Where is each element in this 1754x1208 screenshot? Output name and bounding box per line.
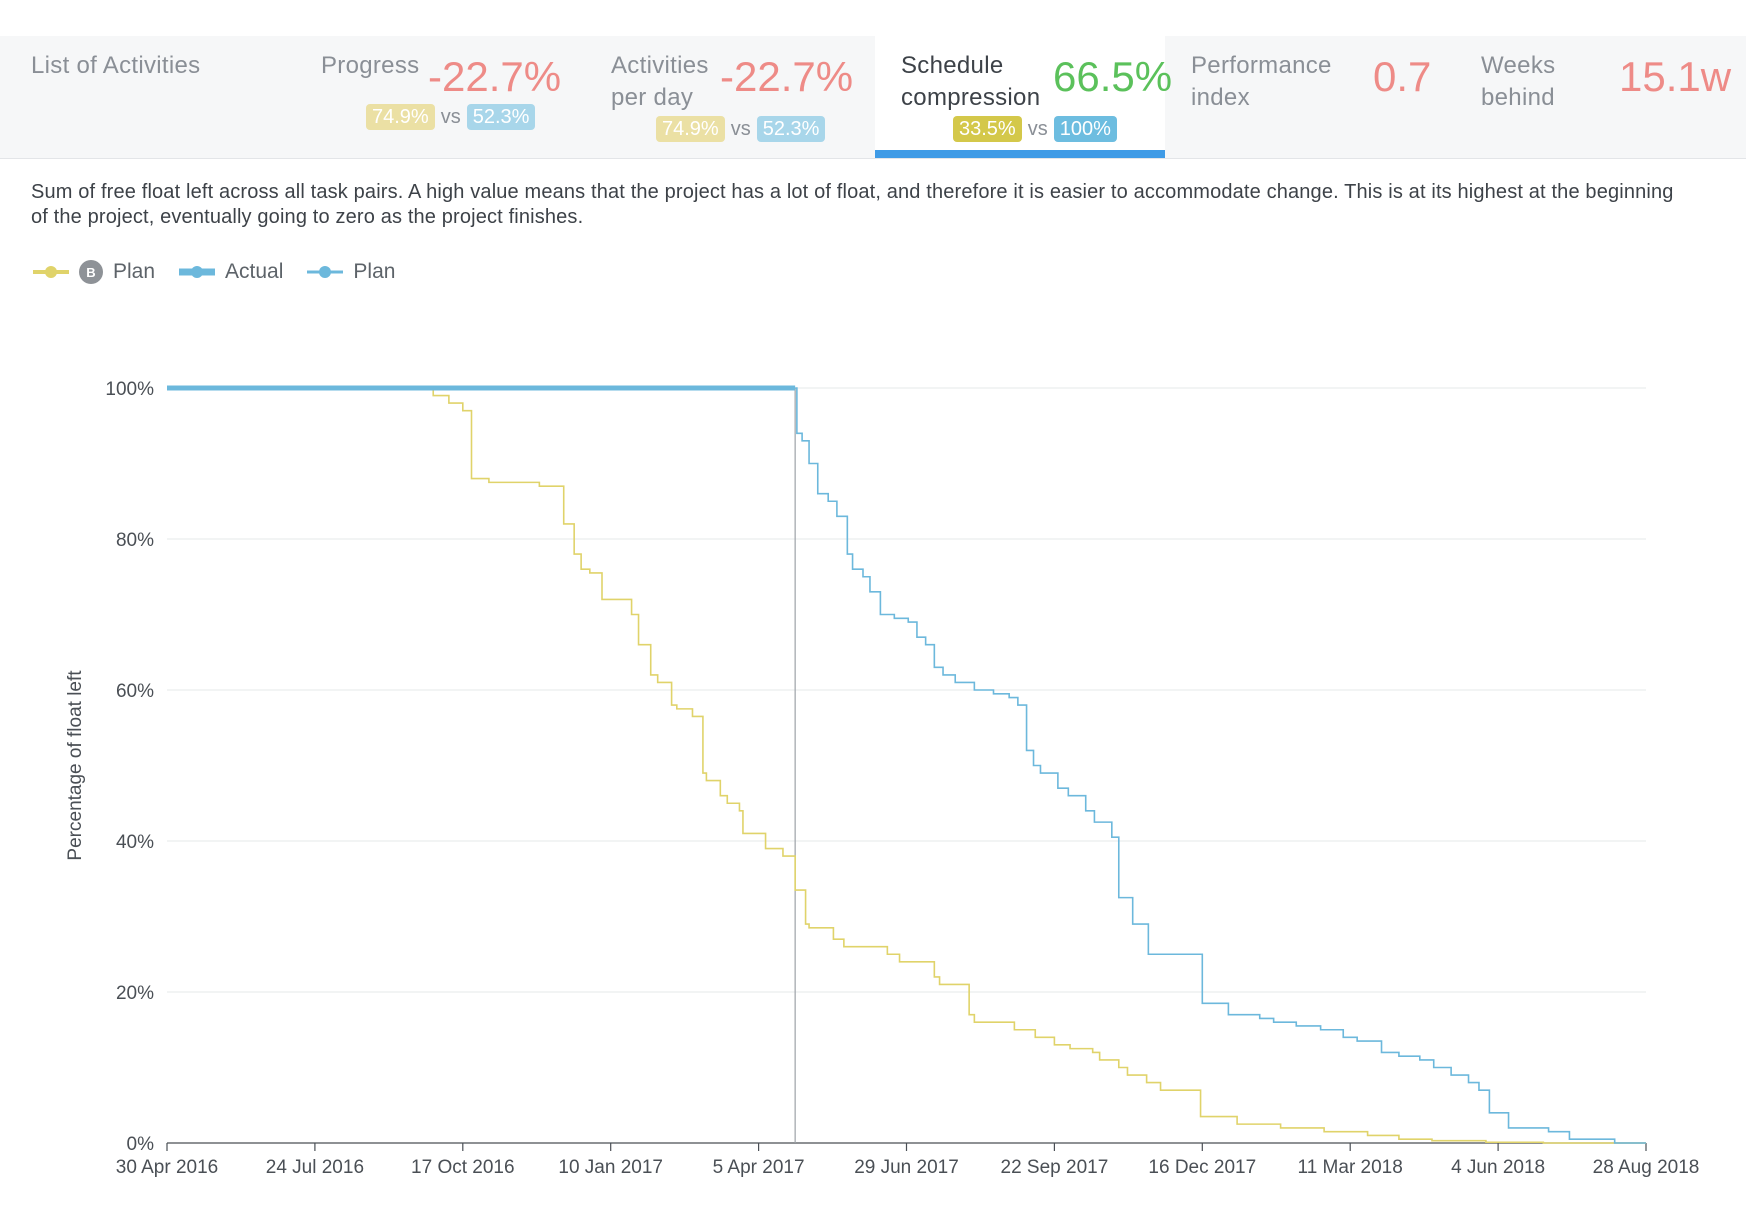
x-tick-label: 29 Jun 2017 <box>854 1157 959 1178</box>
grid-lines <box>167 387 1646 993</box>
plan-line-icon <box>307 266 344 278</box>
metrics-tab-bar: List of Activities Progress -22.7% 74.9%… <box>0 36 1746 159</box>
current-chip: 52.3% <box>756 116 826 142</box>
tab-schedule-compression[interactable]: Schedule compression 66.5% 33.5% vs 100% <box>875 36 1172 158</box>
activities-per-day-value: -22.7% <box>720 53 854 100</box>
x-tick-label: 17 Oct 2016 <box>411 1157 515 1178</box>
actual-line-icon <box>179 266 216 278</box>
tab-list-of-activities[interactable]: List of Activities <box>0 36 290 158</box>
chart-series <box>167 385 1646 1144</box>
y-axis-ticks: 0% 20% 40% 60% 80% 100% <box>105 379 154 1155</box>
baseline-plan-line-icon <box>33 266 69 278</box>
tab-label: Progress <box>321 52 420 79</box>
baseline-chip: 74.9% <box>656 116 725 142</box>
tab-label-line1: Schedule <box>901 52 1004 79</box>
tab-label-line2: per day <box>611 84 694 111</box>
y-tick-label: 40% <box>116 832 154 853</box>
tab-label-line2: behind <box>1481 84 1555 111</box>
float-left-chart: 0% 20% 40% 60% 80% 100% 30 Apr 2016 24 Jul 201… <box>65 379 1700 1178</box>
x-tick-label: 22 Sep 2017 <box>1001 1157 1109 1178</box>
legend-item-baseline-plan[interactable]: B Plan <box>31 260 155 284</box>
current-chip: 52.3% <box>466 104 536 130</box>
y-tick-label: 80% <box>116 530 154 551</box>
x-tick-label: 30 Apr 2016 <box>116 1157 218 1178</box>
legend-item-plan[interactable]: Plan <box>305 260 395 284</box>
schedule-compression-comparison: 33.5% vs 100% <box>953 116 1117 142</box>
tab-activities-per-day[interactable]: Activities per day -22.7% 74.9% vs 52.3% <box>580 36 870 158</box>
y-tick-label: 60% <box>116 681 154 702</box>
tab-progress[interactable]: Progress -22.7% 74.9% vs 52.3% <box>290 36 580 158</box>
schedule-compression-value: 66.5% <box>1053 53 1173 100</box>
x-tick-label: 10 Jan 2017 <box>558 1157 663 1178</box>
x-tick-label: 16 Dec 2017 <box>1148 1157 1256 1178</box>
baseline-chip: 33.5% <box>953 116 1022 142</box>
legend-label: Actual <box>225 260 284 283</box>
y-tick-label: 0% <box>127 1134 155 1155</box>
performance-index-value: 0.7 <box>1373 53 1432 100</box>
vs-label: vs <box>440 106 461 128</box>
x-tick-label: 28 Aug 2018 <box>1593 1157 1700 1178</box>
legend-label: Plan <box>113 260 156 283</box>
chart-description: Sum of free float left across all task p… <box>31 181 1674 228</box>
x-tick-label: 5 Apr 2017 <box>713 1157 805 1178</box>
legend-label: Plan <box>353 260 396 283</box>
progress-comparison: 74.9% vs 52.3% <box>366 104 536 130</box>
baseline-chip: 74.9% <box>366 104 435 130</box>
current-chip: 100% <box>1053 116 1117 142</box>
legend-item-actual[interactable]: Actual <box>177 260 283 284</box>
tab-weeks-behind[interactable]: Weeks behind 15.1w <box>1455 36 1746 158</box>
tab-performance-index[interactable]: Performance index 0.7 <box>1165 36 1455 158</box>
x-axis: 30 Apr 2016 24 Jul 2016 17 Oct 2016 10 Jan … <box>116 1142 1700 1178</box>
weeks-behind-value: 15.1w <box>1619 53 1732 100</box>
x-tick-label: 11 Mar 2018 <box>1298 1157 1403 1178</box>
y-tick-label: 100% <box>105 379 154 400</box>
tab-label-line2: index <box>1191 84 1250 111</box>
series-line-plan-baseline[interactable] <box>167 387 1646 1144</box>
tab-label: List of Activities <box>31 52 201 79</box>
x-tick-label: 4 Jun 2018 <box>1451 1157 1545 1178</box>
x-tick-label: 24 Jul 2016 <box>266 1157 364 1178</box>
y-axis-label: Percentage of float left <box>65 670 86 861</box>
vs-label: vs <box>1027 118 1048 140</box>
tab-label-line1: Weeks <box>1481 52 1556 79</box>
baseline-badge: B <box>79 260 103 284</box>
progress-value: -22.7% <box>428 53 562 100</box>
tab-label-line1: Activities <box>611 52 709 79</box>
y-tick-label: 20% <box>116 983 154 1004</box>
tab-label-line1: Performance <box>1191 52 1332 79</box>
vs-label: vs <box>730 118 751 140</box>
chart-legend: B Plan Actual Plan <box>31 258 417 286</box>
activities-per-day-comparison: 74.9% vs 52.3% <box>656 116 826 142</box>
series-line-plan[interactable] <box>795 387 1646 1144</box>
tab-label-line2: compression <box>901 84 1041 111</box>
